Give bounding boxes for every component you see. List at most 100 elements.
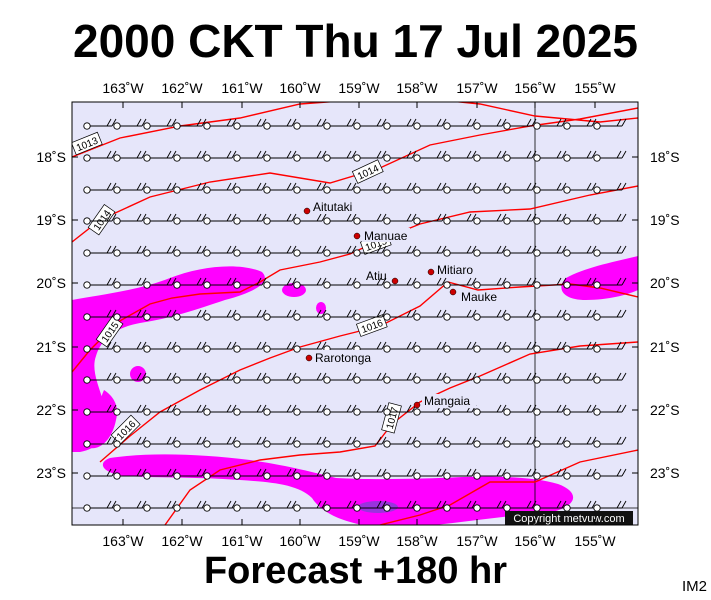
wind-barb <box>293 150 327 162</box>
wind-barb <box>143 436 177 448</box>
longitude-axis: 163˚W 163˚W 162˚W 162˚W 161˚W 161˚W 160˚W 160˚W… <box>102 80 616 549</box>
lon-label-bottom: 157˚W <box>456 533 498 549</box>
wind-barb <box>233 245 267 257</box>
wind-barb <box>293 182 327 194</box>
wind-barb <box>533 436 567 448</box>
wind-barb <box>533 372 567 384</box>
wind-barb <box>383 245 417 257</box>
wind-barb <box>323 118 357 130</box>
wind-barb <box>383 213 417 225</box>
wind-barb <box>563 468 597 480</box>
wind-barb <box>323 245 357 257</box>
wind-barb <box>383 309 417 321</box>
wind-barb <box>293 372 327 384</box>
wind-barb <box>563 277 597 289</box>
wind-barb <box>293 118 327 130</box>
wind-barb <box>563 404 597 416</box>
wind-barb <box>113 436 147 448</box>
wind-barb <box>143 213 177 225</box>
wind-barb <box>263 468 297 480</box>
wind-barb <box>203 182 237 194</box>
wind-barb <box>83 182 117 194</box>
lon-label-top: 161˚W <box>221 80 263 96</box>
wind-barb <box>503 468 537 480</box>
wind-barb <box>173 150 207 162</box>
lon-label-bottom: 155˚W <box>574 533 616 549</box>
lon-label-top: 158˚W <box>396 80 438 96</box>
lon-label-bottom: 156˚W <box>514 533 556 549</box>
wind-barb <box>233 468 267 480</box>
lon-label-bottom: 159˚W <box>338 533 380 549</box>
wind-barb <box>203 150 237 162</box>
wind-barb <box>263 150 297 162</box>
wind-barb <box>173 436 207 448</box>
rain-area-south <box>102 454 574 525</box>
wind-barb <box>413 436 447 448</box>
wind-barb <box>293 309 327 321</box>
wind-barb <box>113 309 147 321</box>
wind-barb <box>293 341 327 353</box>
wind-barb <box>593 245 627 257</box>
wind-barb <box>413 341 447 353</box>
wind-barb <box>473 500 507 512</box>
wind-barb <box>113 277 147 289</box>
lon-label-bottom: 161˚W <box>221 533 263 549</box>
wind-barb <box>173 182 207 194</box>
wind-barb <box>443 277 477 289</box>
lat-label-right: 19˚S <box>650 212 680 228</box>
wind-barb <box>323 372 357 384</box>
lat-label-left: 22˚S <box>36 402 66 418</box>
wind-barb <box>503 309 537 321</box>
island-manuae <box>353 232 361 240</box>
wind-barb <box>563 150 597 162</box>
wind-barb <box>383 436 417 448</box>
wind-barb <box>473 341 507 353</box>
wind-barb <box>173 468 207 480</box>
wind-barb <box>83 118 117 130</box>
lon-label-top: 162˚W <box>161 80 203 96</box>
wind-barb <box>173 277 207 289</box>
wind-barb <box>233 118 267 130</box>
wind-barb <box>503 245 537 257</box>
wind-barb <box>173 245 207 257</box>
place-label-mauke: Mauke <box>461 290 497 304</box>
wind-barb <box>83 245 117 257</box>
wind-barb <box>143 118 177 130</box>
wind-barb <box>443 436 477 448</box>
wind-barb <box>83 309 117 321</box>
wind-barb <box>83 436 117 448</box>
wind-barb <box>383 372 417 384</box>
wind-barb <box>113 245 147 257</box>
wind-barb <box>323 150 357 162</box>
wind-barb <box>473 309 507 321</box>
wind-barb <box>593 404 627 416</box>
wind-barb <box>503 404 537 416</box>
wind-barb <box>533 404 567 416</box>
wind-barb <box>143 404 177 416</box>
wind-barb <box>233 372 267 384</box>
wind-barb <box>203 213 237 225</box>
wind-barb <box>293 245 327 257</box>
wind-barb <box>293 468 327 480</box>
wind-barb <box>533 341 567 353</box>
wind-barb <box>263 500 297 512</box>
wind-barb <box>413 372 447 384</box>
lat-label-left: 20˚S <box>36 275 66 291</box>
lat-label-right: 20˚S <box>650 275 680 291</box>
wind-barb <box>593 118 627 130</box>
lat-label-left: 19˚S <box>36 212 66 228</box>
wind-barb <box>113 118 147 130</box>
wind-barb <box>593 468 627 480</box>
copyright-badge: Copyright metvuw.com <box>505 511 633 525</box>
wind-barb <box>143 500 177 512</box>
wind-barb <box>503 372 537 384</box>
wind-barb <box>563 309 597 321</box>
wind-barb <box>503 341 537 353</box>
wind-barb <box>143 150 177 162</box>
wind-barb <box>173 372 207 384</box>
wind-barb <box>113 213 147 225</box>
wind-barb <box>143 277 177 289</box>
wind-barb <box>533 277 567 289</box>
wind-barb <box>353 372 387 384</box>
product-code: IM2 <box>682 578 708 595</box>
